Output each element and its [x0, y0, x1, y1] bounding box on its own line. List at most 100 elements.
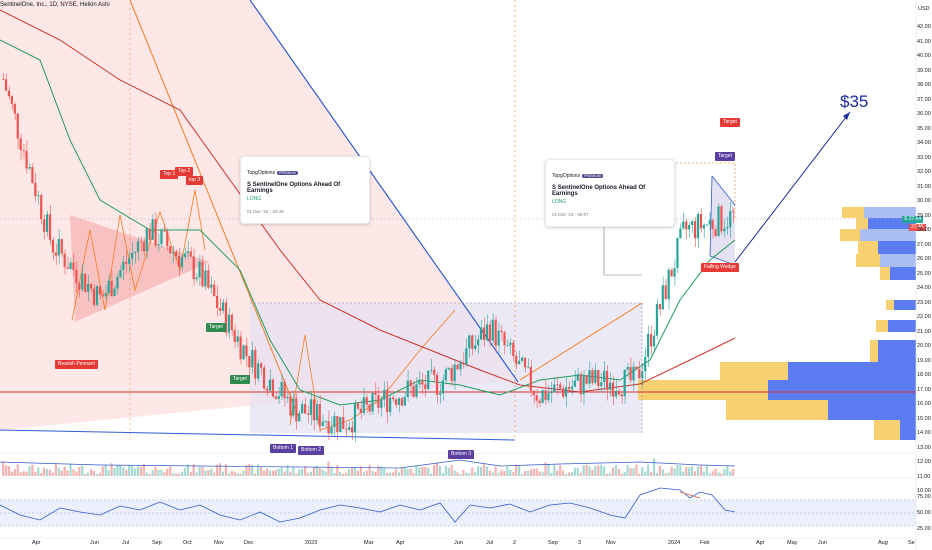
ticker-prefix: S — [904, 216, 908, 222]
volume-bar — [362, 472, 365, 476]
price-tick: 36.00 — [917, 111, 931, 117]
volume-bar — [359, 466, 362, 476]
candle-body — [617, 390, 620, 395]
candle-body — [526, 366, 530, 368]
candle-body — [597, 369, 600, 387]
target-35-annotation: $35 — [840, 92, 869, 111]
volume-bar — [204, 470, 207, 476]
volume-bar — [37, 467, 40, 476]
candle-body — [588, 370, 591, 384]
candle-body — [603, 370, 606, 383]
candle-body — [78, 283, 81, 290]
currency-label: USD — [918, 6, 930, 12]
candle-body — [75, 269, 78, 284]
price-tick: 17.00 — [917, 386, 931, 393]
candle-body — [157, 244, 160, 246]
candle-body — [242, 345, 245, 360]
volume-bar — [720, 473, 723, 476]
candle-body — [318, 404, 321, 426]
volume-bar — [45, 469, 49, 476]
candle-body — [213, 284, 216, 296]
second-price-tag: 27.45 — [909, 224, 926, 231]
volume-bar — [471, 467, 474, 476]
price-tick: 38.00 — [917, 82, 931, 88]
volume-bar — [72, 469, 75, 476]
candle-body — [48, 214, 52, 240]
volume-bar — [221, 471, 225, 476]
volume-bar — [336, 465, 339, 476]
callout-title: S SentinelOne Options Ahead Of Earnings — [247, 182, 341, 194]
candle-body — [708, 220, 711, 225]
volume-bar — [523, 471, 527, 476]
candle-body — [359, 408, 362, 413]
candle-body — [327, 421, 330, 434]
candle-body — [37, 195, 40, 197]
candle-body — [430, 369, 433, 371]
candle-body — [482, 327, 486, 340]
volume-bar — [553, 465, 556, 476]
volume-bar — [262, 470, 266, 476]
volume-bar — [230, 470, 233, 476]
volume-bar — [647, 464, 650, 476]
volume-bar — [31, 464, 34, 476]
candle-body — [649, 333, 653, 347]
volume-bar — [585, 464, 588, 476]
volume-bar — [468, 473, 471, 476]
candle-body — [371, 392, 374, 412]
volume-bar — [125, 469, 128, 476]
candle-body — [186, 251, 189, 254]
idea-callout-2[interactable]: TopgOptions PREMIUM S SentinelOne Options… — [545, 159, 675, 227]
candle-body — [670, 269, 673, 277]
volume-bar — [693, 471, 697, 476]
candle-body — [98, 286, 101, 295]
candle-body — [324, 421, 327, 423]
candle-body — [131, 252, 134, 259]
volume-bar — [682, 471, 685, 476]
candle-body — [260, 363, 263, 368]
candle-body — [714, 229, 717, 237]
candle-body — [383, 389, 386, 400]
candle-body — [350, 427, 354, 433]
candle-body — [438, 393, 442, 395]
candle-body — [72, 262, 75, 270]
volume-bar — [441, 473, 444, 476]
volume-bar — [89, 469, 93, 476]
volume-bar — [494, 466, 497, 476]
price-tick: 40.00 — [917, 53, 931, 59]
candle-body — [676, 238, 679, 269]
volume-bar — [22, 471, 25, 476]
candle-body — [154, 219, 157, 246]
candle-body — [40, 195, 43, 220]
idea-callout-1[interactable]: TopgOptions PREMIUM S SentinelOne Options… — [240, 156, 370, 224]
rsi-line — [0, 487, 736, 523]
candle-body — [163, 230, 166, 232]
candle-body — [673, 268, 676, 277]
candle-body — [306, 413, 310, 415]
candle-body — [476, 339, 480, 346]
candle-body — [605, 370, 609, 390]
candle-body — [661, 285, 664, 310]
volume-bar — [383, 468, 386, 476]
volume-bar — [541, 471, 544, 476]
candle-body — [465, 348, 468, 365]
candle-body — [573, 380, 576, 387]
candle-body — [538, 400, 541, 403]
volume-bar — [488, 470, 491, 476]
time-tick: Apr — [756, 540, 765, 546]
candle-body — [693, 221, 697, 239]
volume-bar — [19, 472, 22, 476]
volume-bar — [444, 465, 447, 476]
candle-body — [248, 356, 251, 368]
volume-bar — [119, 465, 122, 476]
callout-side: LONG — [552, 199, 567, 205]
volume-bar — [406, 468, 409, 476]
price-tick: 41.00 — [917, 38, 931, 45]
candle-body — [515, 355, 518, 365]
candle-body — [427, 370, 430, 390]
volume-bar — [368, 464, 371, 476]
candle-body — [582, 375, 585, 395]
candle-body — [113, 288, 116, 297]
volume-bar — [113, 467, 116, 476]
callout-date: 01 Dec '23 · 08:07 — [552, 212, 589, 217]
